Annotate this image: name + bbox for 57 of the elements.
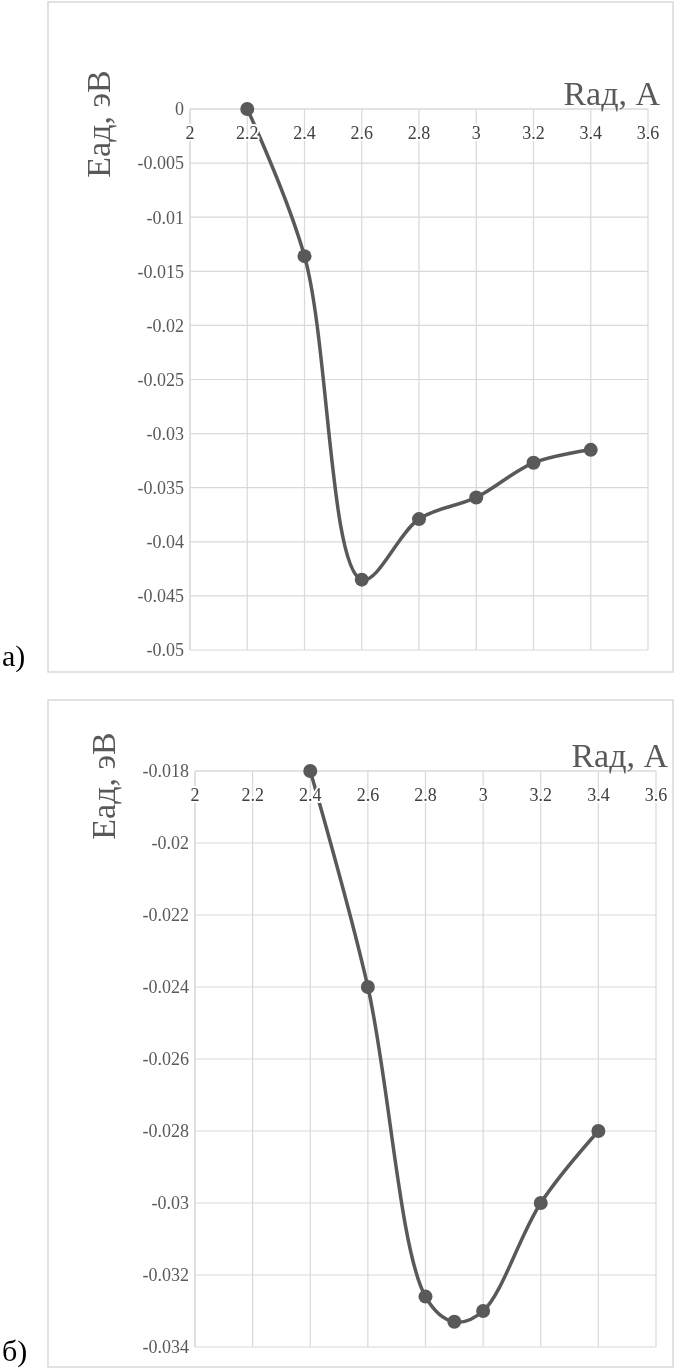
y-tick-label: -0.034	[142, 1337, 189, 1358]
point	[418, 1289, 433, 1304]
point	[360, 980, 375, 994]
point	[240, 102, 255, 116]
x-tick-label: 2	[190, 785, 200, 805]
point	[447, 1314, 462, 1329]
x-tick-label: 2.6	[350, 123, 373, 143]
point	[591, 1124, 606, 1138]
y-axis-title: Еад, эВ	[85, 732, 122, 840]
text: а)	[2, 639, 26, 673]
x-tick-label: 2.8	[414, 785, 437, 805]
x-tick-label: 2.2	[241, 785, 264, 805]
point	[297, 249, 312, 264]
y-tick-label: -0.035	[137, 478, 184, 498]
x-axis-title: Rад, А	[563, 75, 661, 112]
x-tick-label: 3.6	[644, 785, 668, 805]
y-tick-label: -0.01	[146, 207, 184, 228]
point	[526, 455, 541, 470]
x-tick-label: 3.6	[636, 123, 660, 143]
y-tick-label: -0.05	[146, 640, 184, 661]
y-tick-label: 0	[175, 99, 184, 120]
y-tick-label: -0.02	[151, 833, 189, 854]
point	[533, 1196, 548, 1210]
x-axis-title: Rад, А	[571, 737, 669, 774]
y-tick-label: -0.02	[146, 315, 184, 336]
y-tick-label: -0.025	[137, 369, 184, 390]
x-tick-label: 3	[478, 785, 488, 805]
y-tick-label: -0.03	[151, 1193, 189, 1214]
y-tick-label: -0.018	[142, 761, 189, 782]
point	[303, 764, 318, 778]
x-tick-label: 3	[471, 123, 481, 143]
x-tick-label: 3.2	[529, 785, 552, 805]
x-tick-label: 3.4	[579, 123, 602, 143]
y-axis-title: Еад, эВ	[80, 70, 117, 178]
x-tick-label: 2.8	[407, 123, 431, 143]
y-tick-label: -0.005	[137, 153, 184, 174]
y-tick-label: -0.04	[146, 532, 184, 553]
y-tick-label: -0.032	[142, 1265, 189, 1286]
x-tick-label: 3.4	[587, 785, 610, 805]
y-tick-label: -0.022	[142, 905, 189, 926]
y-tick-label: -0.024	[142, 977, 189, 998]
y-tick-label: -0.015	[137, 261, 184, 282]
x-tick-label: 2.4	[293, 123, 316, 143]
point	[354, 572, 369, 587]
y-tick-label: -0.045	[137, 586, 184, 607]
point	[583, 442, 598, 457]
x-tick-label: 3.2	[522, 123, 545, 143]
point	[469, 490, 484, 505]
y-tick-label: -0.028	[142, 1121, 189, 1142]
x-tick-label: 2.2	[236, 123, 259, 143]
y-tick-label: -0.026	[142, 1049, 189, 1070]
point	[476, 1304, 491, 1318]
x-tick-label: 2	[185, 123, 195, 143]
x-tick-label: 2.6	[356, 785, 380, 805]
y-tick-label: -0.03	[146, 423, 184, 444]
text: б)	[2, 1334, 28, 1368]
point	[412, 512, 426, 527]
